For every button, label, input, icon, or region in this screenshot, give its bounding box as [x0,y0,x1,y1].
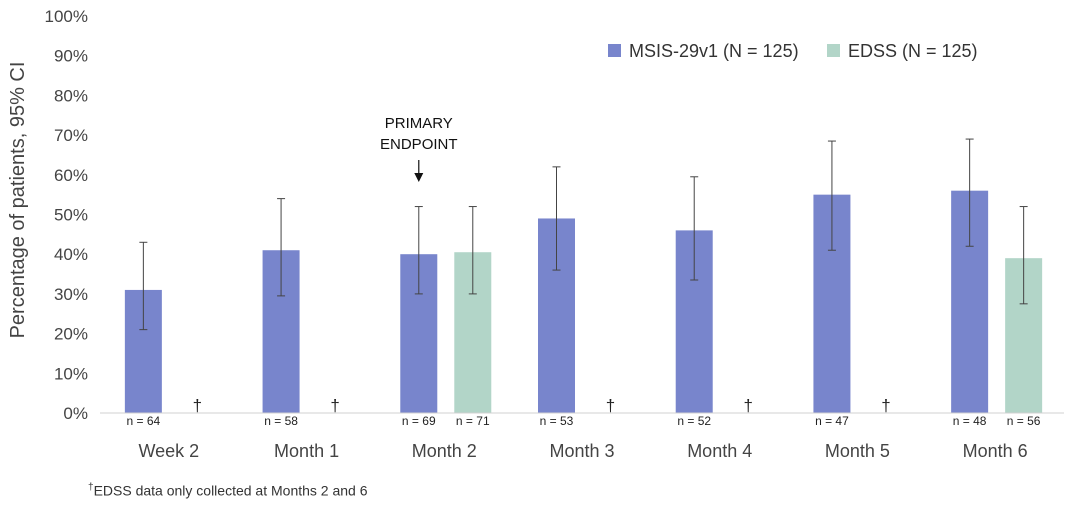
dagger-marker: † [193,396,202,415]
y-axis-label: Percentage of patients, 95% CI [7,62,29,339]
y-tick-label: 80% [54,86,88,105]
annotation-line-2: ENDPOINT [380,136,458,153]
x-tick-label: Week 2 [139,441,200,461]
x-tick-label: Month 2 [412,441,477,461]
legend-swatch [827,44,840,57]
y-tick-label: 50% [54,206,88,225]
x-tick-label: Month 3 [549,441,614,461]
y-tick-label: 20% [54,325,88,344]
bar-chart: 0% 10% 20% 30% 40% 50% 60% 70% 80% 90% 100% Percen… [7,7,1064,461]
dagger-marker: † [743,396,752,415]
y-axis: 0% 10% 20% 30% 40% 50% 60% 70% 80% 90% 100% [45,7,88,423]
n-label: n = 47 [815,414,849,428]
x-tick-label: Month 4 [687,441,752,461]
x-tick-label: Month 1 [274,441,339,461]
x-tick-label: Month 6 [963,441,1028,461]
y-tick-label: 60% [54,166,88,185]
legend: MSIS-29v1 (N = 125) EDSS (N = 125) [608,41,978,61]
footnote-dagger: † [88,482,94,493]
legend-label: EDSS (N = 125) [848,41,978,61]
legend-label: MSIS-29v1 (N = 125) [629,41,799,61]
bars: n = 64 † n = 58 † n = 69 n = 71 n = 53 † n = 52 †… [124,138,1043,428]
n-label: n = 56 [1007,414,1041,428]
n-label: n = 48 [953,414,987,428]
n-label: n = 58 [264,414,298,428]
y-tick-label: 40% [54,245,88,264]
annotation-line-1: PRIMARY [385,115,453,132]
y-tick-label: 10% [54,364,88,383]
y-tick-label: 0% [63,404,88,423]
y-tick-label: 30% [54,285,88,304]
dagger-marker: † [606,396,615,415]
primary-endpoint-annotation: PRIMARY ENDPOINT [380,115,458,182]
dagger-marker: † [881,396,890,415]
n-label: n = 52 [677,414,711,428]
n-label: n = 69 [402,414,436,428]
y-tick-label: 70% [54,126,88,145]
dagger-marker: † [330,396,339,415]
n-label: n = 64 [127,414,161,428]
footnote-text: EDSS data only collected at Months 2 and… [93,482,368,499]
annotation-arrow-head [414,173,424,182]
legend-swatch [608,44,621,57]
n-label: n = 71 [456,414,490,428]
footnote: †EDSS data only collected at Months 2 an… [88,482,368,499]
x-tick-label: Month 5 [825,441,890,461]
y-tick-label: 90% [54,47,88,66]
n-label: n = 53 [540,414,574,428]
x-axis: Week 2 Month 1 Month 2 Month 3 Month 4 Month … [100,412,1064,461]
y-tick-label: 100% [45,7,88,26]
